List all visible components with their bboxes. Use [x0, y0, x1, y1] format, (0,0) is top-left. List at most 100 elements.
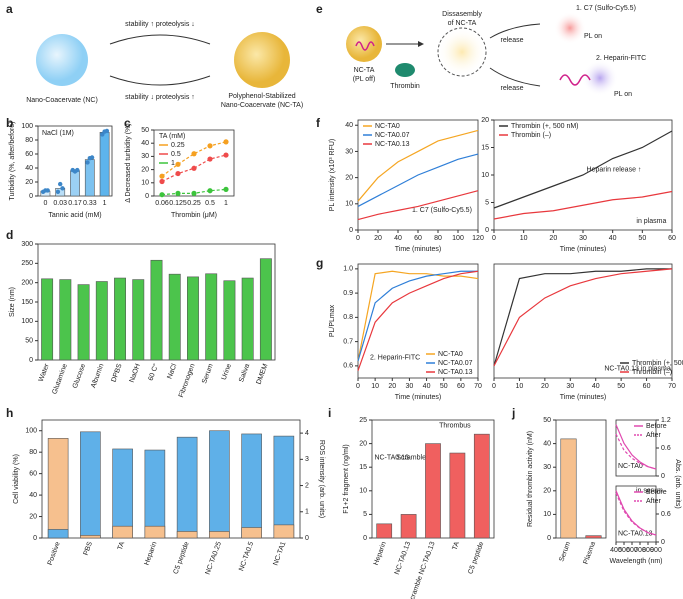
- legend-label: Thrombin (+, 500 nM): [632, 360, 683, 367]
- x-tick-label: 30: [566, 383, 574, 390]
- x-tick-label: NC-TA0.25: [205, 541, 223, 576]
- x-tick-label: C5 peptide: [173, 541, 191, 575]
- series-line: [357, 270, 479, 362]
- bar: [114, 277, 126, 361]
- bar: [241, 527, 262, 539]
- x-tick-label: Albumin: [90, 363, 105, 389]
- label: Dissasembly: [442, 11, 482, 18]
- x-tick-label: 120: [472, 235, 484, 242]
- panel-label: a: [6, 2, 13, 16]
- bar: [41, 278, 54, 361]
- x-tick-label: 0: [356, 235, 360, 242]
- x-tick-label: NC-TA1: [272, 541, 287, 567]
- label: Nano-Coacervate (NC-TA): [221, 102, 303, 109]
- bar: [449, 452, 466, 539]
- y2-tick-label: 4: [305, 430, 309, 437]
- heparin: [559, 74, 591, 86]
- marker: [159, 192, 165, 198]
- arrow: [489, 23, 541, 39]
- y-axis-label: PL/PLmax: [329, 304, 336, 337]
- marker: [223, 139, 229, 145]
- y-tick-label: 40: [543, 440, 551, 447]
- marker: [175, 161, 181, 167]
- x-tick-label: 0.5: [205, 200, 215, 207]
- series-line: [357, 190, 479, 221]
- x-tick-label: 0.06: [155, 200, 169, 207]
- legend-label: 1: [171, 160, 175, 167]
- x-tick-label: 100: [452, 235, 464, 242]
- x-axis-label: Tannic acid (mM): [48, 212, 101, 219]
- bar: [99, 132, 110, 197]
- label: PL on: [584, 33, 602, 40]
- plot-frame: [153, 129, 235, 197]
- bar: [150, 259, 163, 361]
- annotation: 1. C7 (Sulfo-Cy5.5): [412, 207, 472, 214]
- legend-label: NC-TA0.13: [438, 369, 473, 376]
- thrombin: [395, 63, 415, 77]
- marker: [175, 190, 181, 196]
- legend-label: After: [646, 498, 661, 505]
- y-tick-label: 40: [345, 122, 353, 129]
- y-axis-label: Turbidity (%, after/before): [9, 121, 16, 200]
- legend-label: Thrombin (–): [632, 369, 672, 376]
- marker: [159, 178, 165, 185]
- bar: [70, 170, 80, 197]
- y-tick-label: 0.8: [343, 314, 353, 321]
- series-line: [493, 268, 672, 367]
- x-tick-label: Scramble NC-TA0.13: [407, 541, 436, 599]
- x-tick-label: 50: [617, 383, 625, 390]
- x-axis-label: Thrombin (μM): [171, 212, 217, 219]
- y-tick-label: 10: [359, 488, 367, 495]
- label: Thrombin: [390, 83, 420, 90]
- x-tick-label: NC-TA0.13: [394, 541, 412, 576]
- x-tick-label: 900: [650, 547, 662, 554]
- x-tick-label: 60: [457, 383, 465, 390]
- x-tick-label: 50: [440, 383, 448, 390]
- marker: [191, 165, 197, 171]
- data-point: [75, 167, 80, 173]
- x-tick-label: TA: [117, 541, 127, 552]
- x-tick-label: 50: [638, 235, 646, 242]
- y-tick-label: 0: [547, 535, 551, 542]
- y2-tick-label: 2: [305, 482, 309, 489]
- y-tick-label: 50: [25, 338, 33, 345]
- plot-frame: [493, 263, 673, 379]
- y-tick-label: 0: [29, 193, 33, 200]
- y2-axis-label: ROS intensity (arb. units): [318, 440, 325, 518]
- legend-label: Thrombin (–): [511, 132, 551, 139]
- bar: [585, 535, 602, 539]
- x-tick-label: NaCl: [166, 363, 178, 380]
- bar: [95, 281, 108, 361]
- y-tick-label: 25: [359, 417, 367, 424]
- x-tick-label: 40: [609, 235, 617, 242]
- label: 1. C7 (Sulfo-Cy5.5): [576, 5, 636, 12]
- y2-tick-label: 0: [305, 535, 309, 542]
- y-tick-label: 30: [345, 148, 353, 155]
- nc-particle: [36, 34, 88, 86]
- y-axis-label: Size (nm): [9, 287, 16, 317]
- legend-label: Before: [646, 423, 667, 430]
- series-line: [357, 129, 479, 202]
- bar: [55, 188, 66, 197]
- x-tick-label: 10: [371, 383, 379, 390]
- y-tick-label: 0.7: [343, 338, 353, 345]
- bar: [80, 431, 101, 539]
- panel-label: i: [328, 406, 331, 420]
- y-tick-label: 0.6: [661, 511, 671, 518]
- label: NC-TA: [354, 67, 375, 74]
- y-tick-label: 0: [661, 539, 665, 546]
- annotation: in plasma: [636, 218, 666, 225]
- y-tick-label: 10: [345, 201, 353, 208]
- arrow-label: stability ↓ proteolysis ↑: [125, 94, 195, 101]
- y-tick-label: 5: [485, 199, 489, 206]
- x-tick-label: 40: [592, 383, 600, 390]
- y-tick-label: 50: [141, 127, 149, 134]
- x-tick-label: 40: [394, 235, 402, 242]
- chart-title: NaCl (1M): [42, 130, 74, 137]
- x-axis-label: Wavelength (nm): [609, 558, 662, 565]
- y-tick-label: 0: [661, 473, 665, 480]
- y-tick-label: 20: [481, 117, 489, 124]
- arrow: [109, 75, 211, 86]
- y-tick-label: 100: [25, 428, 37, 435]
